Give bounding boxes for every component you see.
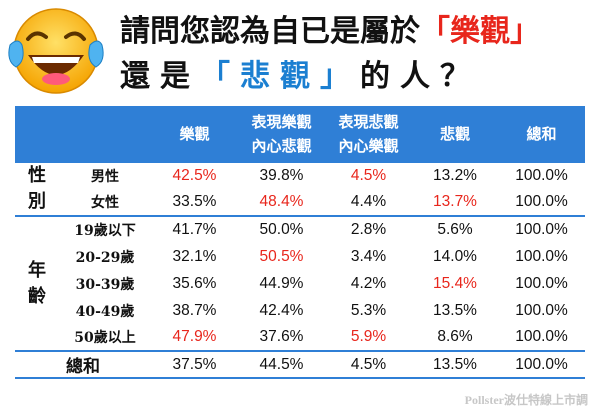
table-cell: 100.0%: [498, 215, 585, 243]
table-cell: 39.8%: [238, 161, 325, 189]
title-line-2: 還是「悲觀」的人？: [120, 59, 480, 95]
table-cell: 4.4%: [350, 193, 387, 210]
title-line-1: 請問您認為自已是屬於「樂觀」: [120, 14, 540, 50]
table-cell: 4.2%: [350, 274, 387, 292]
row-label: 19歲以下: [59, 215, 151, 243]
table-cell: 13.7%: [433, 193, 477, 210]
header-corner: [15, 106, 151, 162]
row-label: 50歲以上: [74, 330, 136, 346]
table-row: 總和 37.5% 44.5% 4.5% 13.5% 100.0%: [15, 350, 585, 379]
row-label: 40-49歲: [75, 303, 135, 320]
table-cell: 3.4%: [350, 247, 387, 265]
table-cell: 5.9%: [350, 328, 387, 345]
table-cell: 44.9%: [259, 274, 304, 292]
table-row: 50歲以上 47.9% 37.6% 5.9% 8.6% 100.0%: [15, 324, 585, 351]
table-row: 性別男性 42.5% 39.8% 4.5% 13.2% 100.0%: [15, 161, 585, 216]
column-header-line: 內心悲觀: [251, 136, 312, 155]
table-cell: 100.0%: [515, 328, 568, 345]
group-label-age: 年齡: [15, 215, 59, 351]
table-cell: 13.5%: [433, 301, 477, 319]
group-label-char: 齡: [28, 285, 46, 307]
table-cell: 33.5%: [172, 193, 217, 210]
column-header: 樂觀: [151, 106, 238, 162]
column-header-line: 內心樂觀: [338, 136, 399, 155]
title-text: 還是: [120, 59, 200, 94]
title-highlight-pessimistic: 「悲觀」: [200, 59, 360, 94]
table-cell: 100.0%: [515, 274, 568, 292]
title-highlight-optimistic: 「樂觀」: [420, 14, 540, 49]
column-header: 表現樂觀 內心悲觀: [238, 106, 325, 162]
table-cell: 13.2%: [412, 161, 498, 189]
row-label: 女性: [91, 195, 119, 211]
table-cell: 5.3%: [350, 301, 387, 319]
table-row: 30-39歲 35.6% 44.9% 4.2% 15.4% 100.0%: [15, 270, 585, 297]
group-label-char: 年: [28, 259, 46, 281]
table-row: 女性 33.5% 48.4% 4.4% 13.7% 100.0%: [15, 189, 585, 216]
table-row: 40-49歲 38.7% 42.4% 5.3% 13.5% 100.0%: [15, 297, 585, 324]
table-row: 年齡 19歲以下 41.7% 50.0% 2.8% 5.6% 100.0%: [15, 215, 585, 351]
table-cell: 47.9%: [172, 328, 217, 345]
table-cell: 15.4%: [433, 274, 477, 292]
table-cell: 50.5%: [259, 247, 304, 265]
table-cell: 5.6%: [412, 215, 498, 243]
total-row-label: 總和: [15, 350, 151, 379]
row-label: 30-39歲: [75, 276, 135, 293]
table-cell: 42.4%: [259, 301, 304, 319]
group-label-gender: 性別: [15, 161, 59, 216]
source-watermark: Pollster波仕特線上市調: [464, 393, 588, 407]
table-cell: 100.0%: [498, 350, 585, 379]
title-text: 的人？: [360, 59, 480, 94]
table-cell: 50.0%: [238, 215, 325, 243]
laughing-crying-emoji-icon: [8, 8, 104, 94]
title-text: 請問您認為自已是屬於: [120, 14, 420, 49]
column-header-line: 表現悲觀: [338, 112, 399, 131]
table-cell: 48.4%: [259, 193, 304, 210]
survey-table: 樂觀 表現樂觀 內心悲觀 表現悲觀 內心樂觀 悲觀 總和 性別男性 42.5% 39…: [15, 106, 585, 379]
table-cell: 37.5%: [151, 350, 238, 379]
table-cell: 42.5%: [151, 161, 238, 189]
table-cell: 100.0%: [515, 247, 568, 265]
table-cell: 100.0%: [515, 301, 568, 319]
table-cell: 4.5%: [325, 350, 412, 379]
table-row: 20-29歲 32.1% 50.5% 3.4% 14.0% 100.0%: [15, 243, 585, 270]
column-header: 總和: [498, 106, 585, 162]
table-cell: 4.5%: [325, 161, 412, 189]
row-label: 男性: [59, 161, 151, 189]
table-cell: 14.0%: [433, 247, 477, 265]
table-cell: 38.7%: [172, 301, 217, 319]
table-cell: 41.7%: [151, 215, 238, 243]
row-label: 20-29歲: [75, 249, 135, 266]
column-header: 表現悲觀 內心樂觀: [325, 106, 412, 162]
table-cell: 32.1%: [172, 247, 217, 265]
table-cell: 8.6%: [437, 328, 473, 345]
table-cell: 100.0%: [515, 193, 568, 210]
table-cell: 37.6%: [259, 328, 304, 345]
table-cell: 2.8%: [325, 215, 412, 243]
group-label-char: 性: [28, 165, 46, 186]
table-cell: 44.5%: [238, 350, 325, 379]
column-header: 悲觀: [412, 106, 498, 162]
column-header-line: 表現樂觀: [251, 112, 312, 131]
table-cell: 13.5%: [412, 350, 498, 379]
table-cell: 35.6%: [172, 274, 217, 292]
table-cell: 100.0%: [498, 161, 585, 189]
group-label-char: 別: [28, 191, 46, 212]
